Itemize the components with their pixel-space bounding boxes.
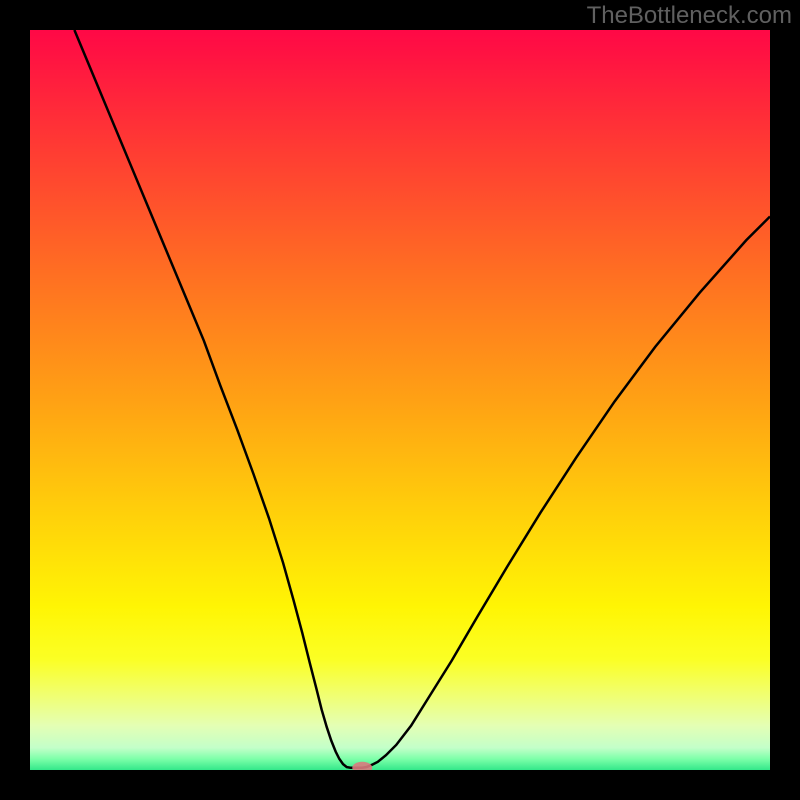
watermark-text: TheBottleneck.com: [587, 2, 792, 30]
bottleneck-chart: [0, 0, 800, 800]
plot-background: [30, 30, 770, 770]
chart-container: TheBottleneck.com: [0, 0, 800, 800]
